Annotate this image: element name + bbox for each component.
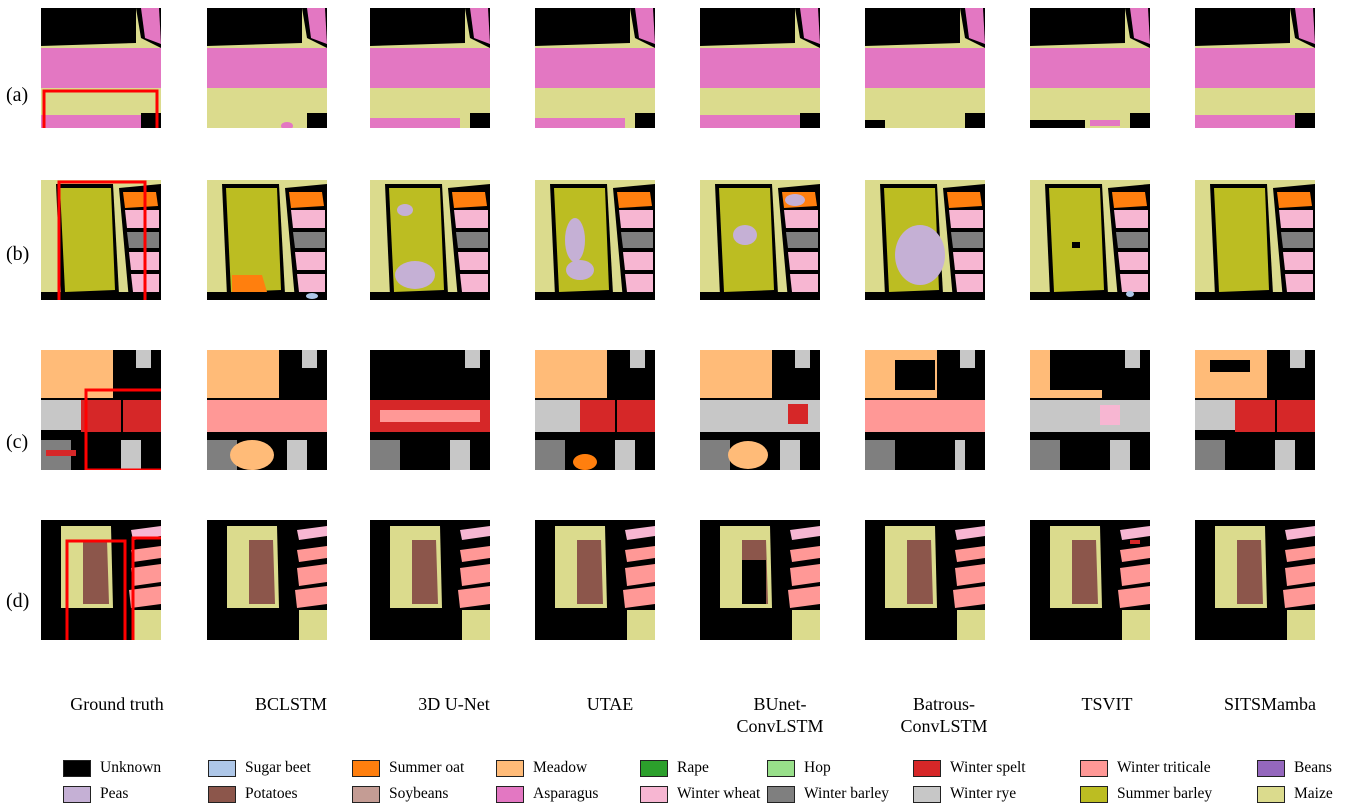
legend-swatch — [1080, 759, 1108, 777]
legend-label: Maize — [1294, 785, 1333, 802]
legend-swatch — [640, 785, 668, 803]
legend-label: Summer barley — [1117, 785, 1213, 802]
legend-label: Peas — [100, 785, 129, 802]
segmentation-panel — [1030, 350, 1150, 470]
legend-item: Sugar beet — [208, 756, 311, 780]
legend-swatch — [913, 759, 941, 777]
row-label-c: (c) — [6, 431, 29, 453]
legend-label: Rape — [677, 759, 709, 776]
legend-label: Soybeans — [389, 785, 449, 802]
legend-swatch — [1257, 785, 1285, 803]
legend-label: Sugar beet — [245, 759, 311, 776]
segmentation-panel — [41, 520, 161, 640]
segmentation-panel — [535, 8, 655, 128]
legend-item: Winter rye — [913, 782, 1016, 806]
segmentation-panel — [370, 180, 490, 300]
segmentation-panel — [41, 350, 161, 470]
caption-ground-truth: Ground truth — [70, 694, 164, 714]
legend-label: Asparagus — [533, 785, 599, 802]
legend-swatch — [913, 785, 941, 803]
segmentation-panel — [1195, 350, 1315, 470]
caption-batrous-convlstm: Batrous- ConvLSTM — [900, 694, 988, 736]
legend-item: Beans — [1257, 756, 1332, 780]
legend-swatch — [496, 759, 524, 777]
segmentation-panel — [207, 8, 327, 128]
legend-item: Unknown — [63, 756, 161, 780]
legend-swatch — [63, 785, 91, 803]
legend-swatch — [63, 759, 91, 777]
segmentation-panel — [700, 8, 820, 128]
legend-swatch — [208, 759, 236, 777]
legend-item: Winter spelt — [913, 756, 1026, 780]
segmentation-panel — [535, 350, 655, 470]
legend-swatch — [352, 785, 380, 803]
caption-bclstm: BCLSTM — [254, 694, 328, 714]
legend-label: Winter spelt — [950, 759, 1026, 776]
segmentation-panel — [207, 520, 327, 640]
segmentation-panel — [1030, 520, 1150, 640]
legend-label: Winter barley — [804, 785, 890, 802]
legend-swatch — [208, 785, 236, 803]
legend-item: Rape — [640, 756, 709, 780]
segmentation-panel — [207, 180, 327, 300]
segmentation-panel — [41, 8, 161, 128]
legend-item: Winter barley — [767, 782, 889, 806]
legend-label: Hop — [804, 759, 831, 776]
segmentation-panel — [1195, 180, 1315, 300]
caption-sitsmamba: SITSMamba — [1224, 694, 1316, 714]
segmentation-panel — [1195, 520, 1315, 640]
row-label-b: (b) — [6, 243, 30, 265]
segmentation-panel — [370, 520, 490, 640]
legend-swatch — [496, 785, 524, 803]
legend-label: Winter rye — [950, 785, 1017, 802]
segmentation-panel — [700, 350, 820, 470]
segmentation-panel — [865, 180, 985, 300]
caption-bunet-convlstm: BUnet- ConvLSTM — [736, 694, 824, 736]
legend-label: Unknown — [100, 759, 162, 776]
legend-swatch — [1080, 785, 1108, 803]
segmentation-panel — [1195, 8, 1315, 128]
caption-utae: UTAE — [586, 694, 634, 714]
caption-3d-unet: 3D U-Net — [418, 694, 490, 714]
legend-label: Summer oat — [389, 759, 465, 776]
legend-item: Soybeans — [352, 782, 448, 806]
segmentation-panel — [370, 350, 490, 470]
segmentation-panel — [865, 8, 985, 128]
legend-item: Potatoes — [208, 782, 298, 806]
row-label-a: (a) — [6, 84, 29, 106]
legend-item: Hop — [767, 756, 831, 780]
segmentation-panel — [700, 180, 820, 300]
legend-item: Winter wheat — [640, 782, 760, 806]
legend-swatch — [352, 759, 380, 777]
segmentation-panel — [865, 350, 985, 470]
legend-swatch — [1257, 759, 1285, 777]
legend-label: Winter triticale — [1117, 759, 1211, 776]
legend-label: Beans — [1294, 759, 1332, 776]
legend-swatch — [767, 785, 795, 803]
legend-label: Meadow — [533, 759, 588, 776]
segmentation-panel — [1030, 180, 1150, 300]
legend-label: Winter wheat — [677, 785, 761, 802]
legend-item: Meadow — [496, 756, 587, 780]
segmentation-panel — [1030, 8, 1150, 128]
segmentation-panel — [535, 520, 655, 640]
segmentation-panel — [700, 520, 820, 640]
caption-tsvit: TSVIT — [1081, 694, 1133, 714]
legend-item: Summer oat — [352, 756, 464, 780]
legend-item: Summer barley — [1080, 782, 1212, 806]
segmentation-panel — [535, 180, 655, 300]
segmentation-panel — [207, 350, 327, 470]
legend-item: Peas — [63, 782, 128, 806]
legend-item: Asparagus — [496, 782, 598, 806]
legend-item: Maize — [1257, 782, 1333, 806]
row-label-d: (d) — [6, 590, 30, 612]
segmentation-panel — [865, 520, 985, 640]
legend-item: Winter triticale — [1080, 756, 1211, 780]
legend-swatch — [640, 759, 668, 777]
segmentation-panel — [41, 180, 161, 300]
legend-label: Potatoes — [245, 785, 298, 802]
legend-swatch — [767, 759, 795, 777]
segmentation-panel — [370, 8, 490, 128]
